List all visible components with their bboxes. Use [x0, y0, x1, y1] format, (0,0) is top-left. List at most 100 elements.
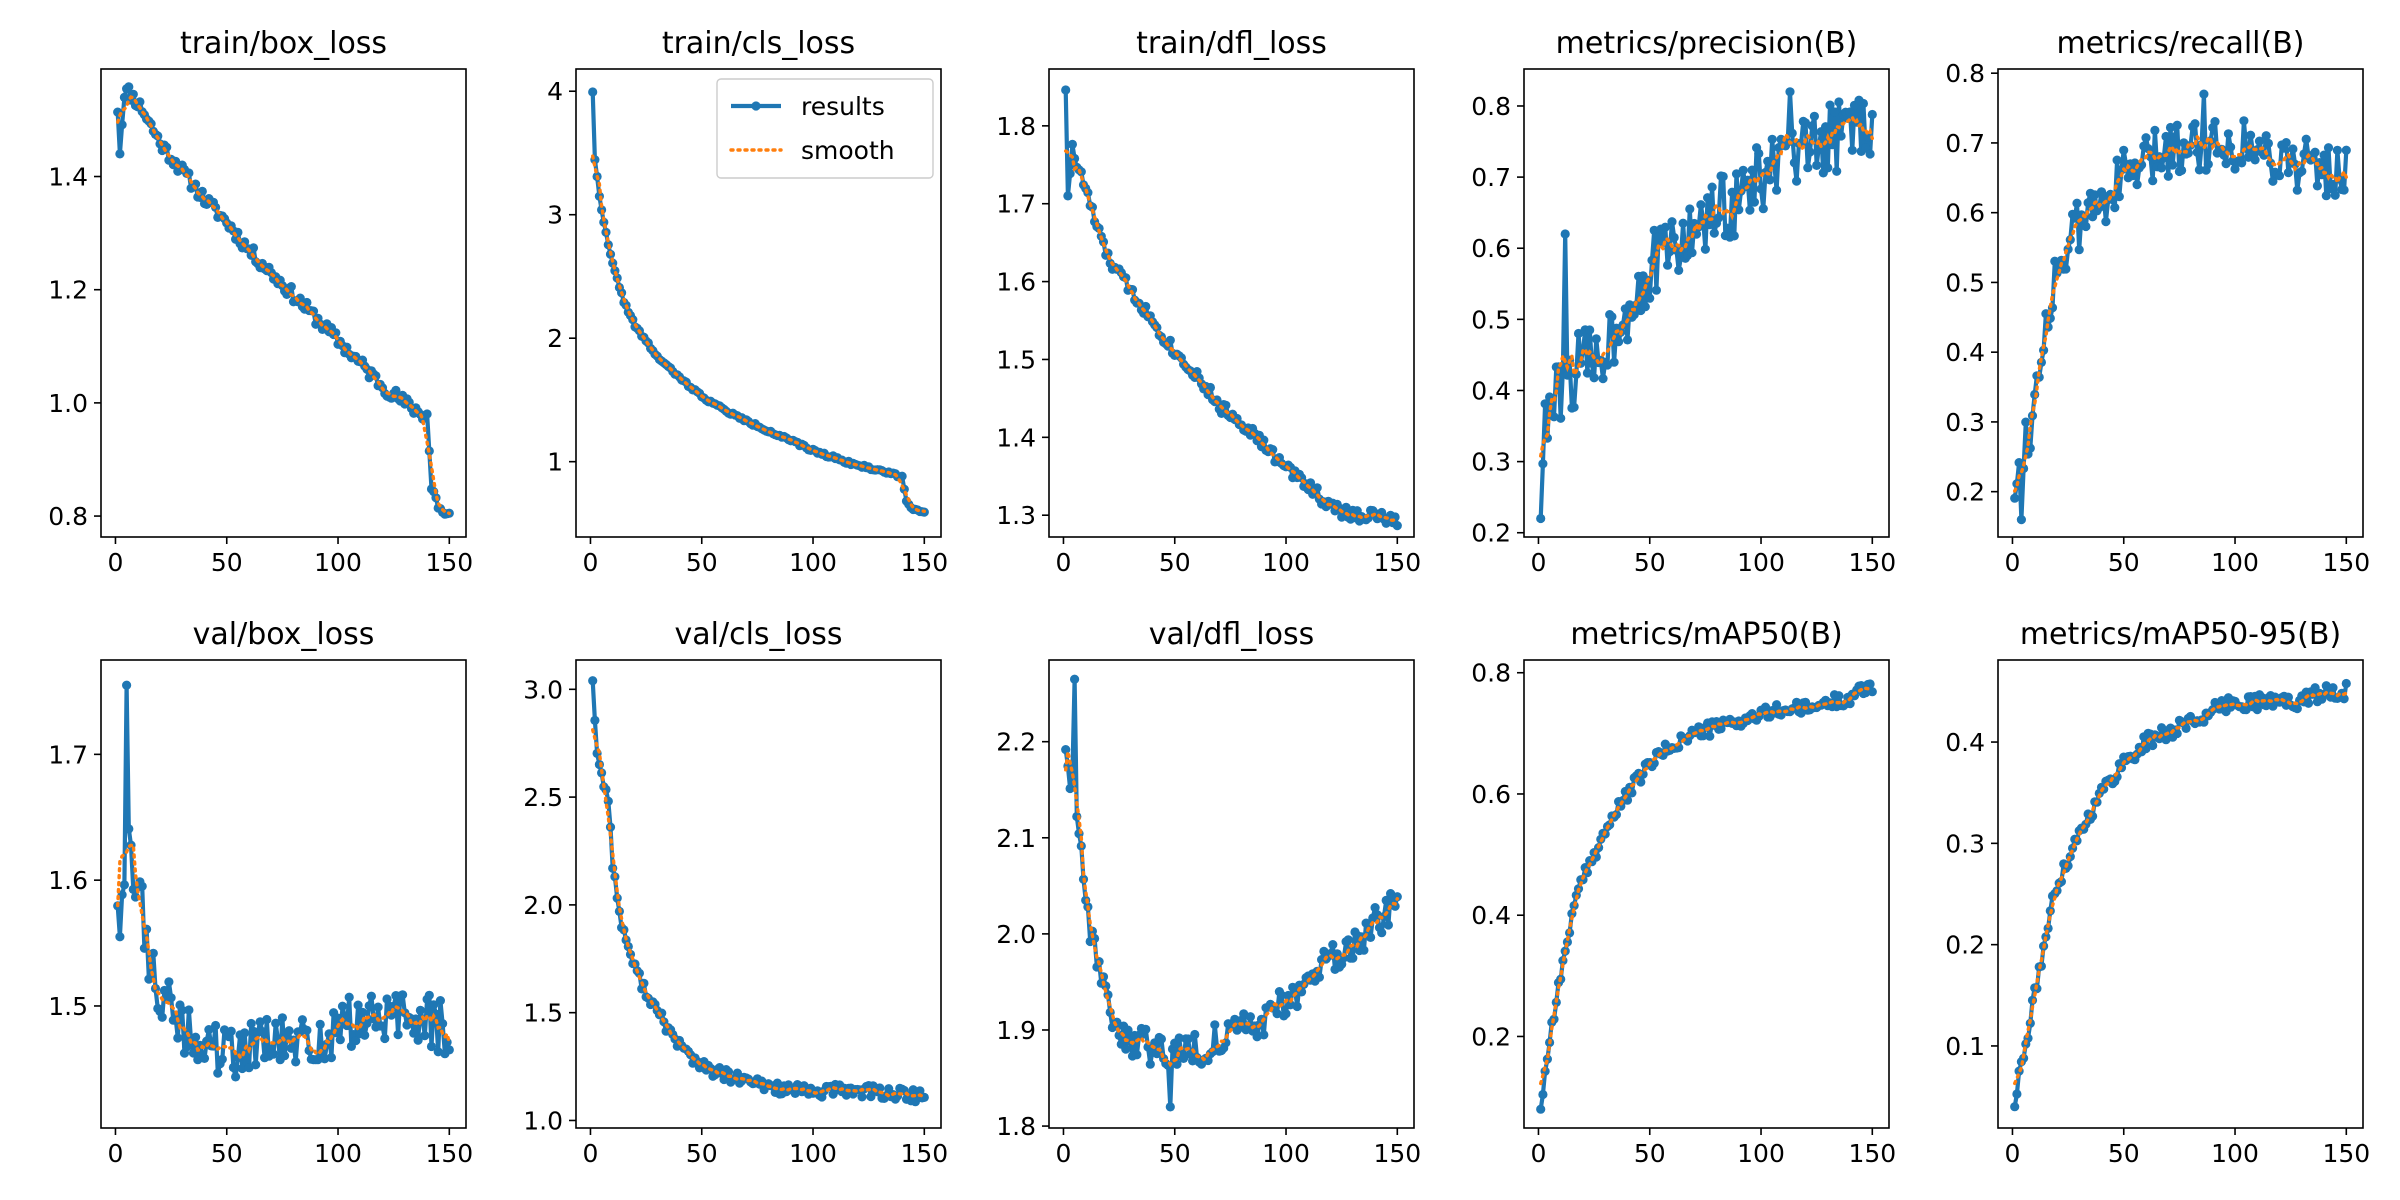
plot-area — [113, 82, 454, 519]
results-point — [1767, 134, 1777, 144]
results-point — [1145, 1059, 1155, 1069]
results-point — [1359, 945, 1369, 955]
results-point — [166, 993, 176, 1003]
y-tick-label: 1.0 — [523, 1106, 563, 1135]
results-point — [2021, 417, 2031, 427]
results-point — [1609, 357, 1619, 367]
results-point — [2274, 171, 2285, 181]
legend-results-label: results — [801, 92, 885, 121]
subplot-title: metrics/mAP50-95(B) — [2020, 617, 2341, 652]
results-point — [1809, 111, 1819, 121]
x-tick-label: 0 — [2005, 1139, 2021, 1168]
subplot-train-cls-loss: train/cls_loss 0 50 100 150 1 2 3 4 results smooth — [547, 26, 948, 577]
axes-frame — [575, 659, 942, 1129]
results-point — [1377, 928, 1387, 938]
results-point — [1807, 121, 1817, 131]
legend-box — [716, 78, 934, 179]
y-tick-label: 0.5 — [1471, 305, 1511, 334]
results-point — [1556, 413, 1566, 423]
results-point — [1845, 107, 1855, 117]
y-tick-label: 0.3 — [1945, 829, 1985, 858]
results-point — [2328, 683, 2338, 693]
axes-frame — [1523, 659, 1890, 1129]
x-tick-label: 100 — [1262, 548, 1310, 577]
axes-frame — [1523, 68, 1890, 538]
results-point — [866, 1092, 876, 1102]
results-point — [910, 1097, 921, 1107]
axes-frame — [1997, 68, 2364, 538]
results-point — [2237, 158, 2247, 168]
results-point — [1591, 334, 1601, 344]
results-point — [1703, 193, 1713, 203]
results-point — [2150, 125, 2160, 135]
results-point — [2292, 185, 2302, 195]
results-point — [1727, 187, 1737, 197]
results-point — [393, 1030, 403, 1040]
results-point — [1585, 325, 1595, 335]
results-point — [1183, 1034, 1193, 1044]
results-point — [426, 1041, 437, 1052]
y-tick-label: 1.8 — [996, 112, 1036, 141]
results-point — [115, 149, 125, 159]
results-point — [1165, 1102, 1175, 1112]
results-point — [1785, 87, 1795, 97]
results-point — [2263, 138, 2273, 148]
results-point — [124, 82, 134, 92]
y-tick-label: 2 — [547, 324, 563, 353]
subplot-title: train/dfl_loss — [1136, 26, 1327, 61]
results-point — [2181, 723, 2191, 734]
results-point — [1865, 149, 1875, 159]
y-tick-label: 3 — [547, 201, 563, 230]
results-point — [1723, 223, 1733, 233]
results-point — [366, 991, 376, 1001]
results-point — [1573, 328, 1584, 339]
results-point — [2341, 678, 2351, 689]
results-point — [262, 1014, 272, 1025]
results-point — [1061, 85, 1071, 95]
results-point — [1758, 204, 1768, 214]
results-point — [1707, 182, 1717, 192]
results-point — [2328, 179, 2338, 190]
results-point — [1674, 265, 1684, 275]
results-point — [1832, 166, 1842, 176]
results-line — [2012, 91, 2349, 522]
y-tick-label: 0.2 — [1471, 519, 1511, 548]
results-point — [1121, 1044, 1131, 1054]
results-point — [2319, 150, 2329, 160]
x-tick-label: 0 — [2005, 548, 2021, 577]
results-point — [2012, 1089, 2022, 1099]
results-point — [2172, 120, 2182, 130]
plot-area — [2010, 678, 2351, 1112]
results-point — [1867, 109, 1877, 120]
results-point — [331, 328, 341, 338]
results-point — [1622, 335, 1633, 345]
results-point — [1829, 107, 1840, 117]
results-point — [2110, 203, 2120, 213]
y-tick-label: 1.0 — [48, 389, 88, 418]
results-point — [2010, 493, 2020, 503]
smooth-line — [1538, 114, 1875, 458]
x-tick-label: 0 — [1531, 548, 1547, 577]
legend: results smooth — [716, 78, 934, 179]
x-tick-label: 150 — [2322, 1139, 2370, 1168]
x-tick-label: 150 — [2322, 548, 2370, 577]
results-point — [411, 1014, 421, 1024]
y-tick-label: 0.6 — [1945, 199, 1985, 228]
results-point — [1714, 213, 1724, 223]
results-point — [2074, 245, 2084, 255]
x-tick-label: 0 — [1056, 1139, 1072, 1168]
results-point — [420, 1031, 430, 1041]
subplot-title: train/cls_loss — [662, 26, 855, 61]
plot-area — [1536, 679, 1877, 1114]
results-point — [137, 881, 147, 891]
results-point — [435, 996, 445, 1006]
results-point — [2101, 217, 2111, 227]
results-point — [1700, 244, 1710, 254]
y-tick-label: 0.1 — [1945, 1032, 1985, 1061]
results-point — [1678, 218, 1688, 228]
results-point — [1867, 687, 1877, 697]
results-point — [1536, 513, 1546, 524]
results-point — [2194, 165, 2204, 175]
results-point — [2016, 515, 2026, 525]
